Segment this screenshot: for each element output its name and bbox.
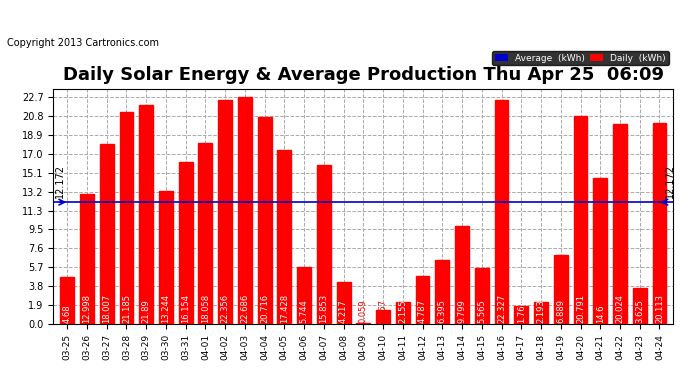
Text: 12.998: 12.998 bbox=[82, 294, 92, 322]
Text: 20.024: 20.024 bbox=[615, 294, 624, 322]
Text: 3.625: 3.625 bbox=[635, 298, 644, 322]
Text: 22.686: 22.686 bbox=[240, 293, 249, 322]
Text: 20.791: 20.791 bbox=[576, 294, 585, 322]
Title: Daily Solar Energy & Average Production Thu Apr 25  06:09: Daily Solar Energy & Average Production … bbox=[63, 66, 664, 84]
Bar bbox=[60, 277, 74, 324]
Bar bbox=[317, 165, 331, 324]
Text: 1.367: 1.367 bbox=[379, 298, 388, 322]
Text: 20.716: 20.716 bbox=[260, 293, 269, 322]
Text: 21.89: 21.89 bbox=[141, 299, 150, 322]
Text: 14.6: 14.6 bbox=[595, 304, 604, 322]
Text: 22.356: 22.356 bbox=[221, 293, 230, 322]
Text: 4.787: 4.787 bbox=[418, 298, 427, 322]
Text: 15.853: 15.853 bbox=[319, 293, 328, 322]
Bar bbox=[495, 100, 509, 324]
Bar bbox=[396, 303, 410, 324]
Text: 12.172: 12.172 bbox=[665, 164, 676, 198]
Text: 2.155: 2.155 bbox=[398, 299, 407, 322]
Text: 21.185: 21.185 bbox=[122, 294, 131, 322]
Text: 5.744: 5.744 bbox=[299, 299, 308, 322]
Bar bbox=[100, 144, 114, 324]
Bar bbox=[534, 302, 548, 324]
Text: 22.327: 22.327 bbox=[497, 293, 506, 322]
Text: 6.395: 6.395 bbox=[438, 298, 447, 322]
Bar bbox=[653, 123, 667, 324]
Bar bbox=[139, 105, 153, 324]
Bar bbox=[593, 178, 607, 324]
Bar bbox=[80, 194, 94, 324]
Text: 4.217: 4.217 bbox=[339, 299, 348, 322]
Text: 0.059: 0.059 bbox=[359, 299, 368, 322]
Bar bbox=[238, 97, 252, 324]
Bar bbox=[455, 226, 469, 324]
Text: 4.68: 4.68 bbox=[63, 304, 72, 322]
Text: 17.428: 17.428 bbox=[280, 293, 289, 322]
Bar bbox=[199, 143, 213, 324]
Text: 18.007: 18.007 bbox=[102, 293, 111, 322]
Bar bbox=[415, 276, 429, 324]
Bar bbox=[376, 310, 390, 324]
Bar bbox=[573, 116, 587, 324]
Text: 1.763: 1.763 bbox=[517, 298, 526, 322]
Bar bbox=[159, 191, 172, 324]
Text: 5.565: 5.565 bbox=[477, 299, 486, 322]
Bar bbox=[297, 267, 311, 324]
Text: 6.889: 6.889 bbox=[556, 298, 565, 322]
Bar bbox=[179, 162, 193, 324]
Bar bbox=[337, 282, 351, 324]
Text: 16.154: 16.154 bbox=[181, 294, 190, 322]
Bar bbox=[514, 306, 528, 324]
Bar bbox=[357, 323, 371, 324]
Text: 18.058: 18.058 bbox=[201, 293, 210, 322]
Bar bbox=[633, 288, 647, 324]
Bar bbox=[257, 117, 272, 324]
Text: Copyright 2013 Cartronics.com: Copyright 2013 Cartronics.com bbox=[7, 38, 159, 48]
Bar bbox=[218, 100, 232, 324]
Text: 2.193: 2.193 bbox=[537, 299, 546, 322]
Bar bbox=[277, 150, 291, 324]
Bar bbox=[435, 260, 449, 324]
Bar bbox=[613, 123, 627, 324]
Text: 13.244: 13.244 bbox=[161, 294, 170, 322]
Bar bbox=[475, 268, 489, 324]
Bar bbox=[554, 255, 568, 324]
Bar bbox=[119, 112, 133, 324]
Text: 20.113: 20.113 bbox=[655, 294, 664, 322]
Text: 12.172: 12.172 bbox=[55, 164, 66, 198]
Legend: Average  (kWh), Daily  (kWh): Average (kWh), Daily (kWh) bbox=[492, 51, 669, 65]
Text: 9.799: 9.799 bbox=[457, 299, 466, 322]
